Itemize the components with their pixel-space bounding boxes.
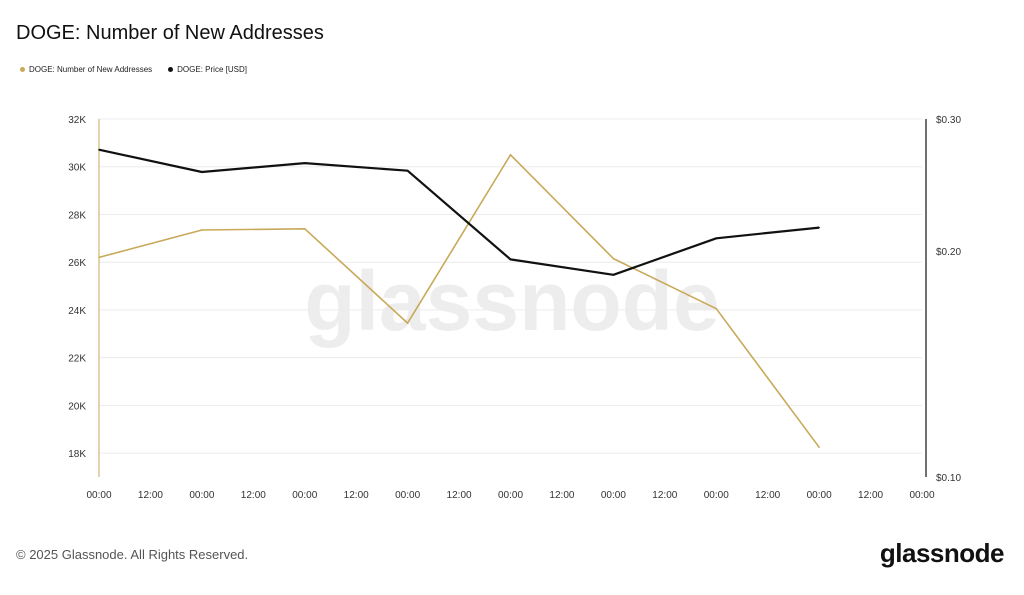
series-line-price bbox=[98, 148, 820, 276]
left-axis-tick: 24K bbox=[68, 306, 86, 317]
left-axis-tick: 20K bbox=[68, 401, 86, 412]
x-axis-tick: 00:00 bbox=[86, 490, 111, 501]
data-point-new-addresses bbox=[818, 446, 820, 448]
x-axis-tick: 12:00 bbox=[344, 490, 369, 501]
legend-swatch-price bbox=[168, 67, 174, 72]
data-point-price bbox=[406, 169, 409, 172]
data-point-price bbox=[509, 258, 512, 261]
x-axis-tick: 00:00 bbox=[395, 490, 420, 501]
left-axis-tick: 30K bbox=[68, 163, 86, 174]
data-point-price bbox=[612, 273, 615, 276]
watermark: glassnode bbox=[304, 254, 719, 348]
left-axis-tick: 22K bbox=[68, 354, 86, 365]
left-axis-tick: 26K bbox=[68, 258, 86, 269]
legend-label-price: DOGE: Price [USD] bbox=[177, 65, 247, 74]
x-axis-tick: 00:00 bbox=[292, 490, 317, 501]
x-axis-tick: 00:00 bbox=[807, 490, 832, 501]
data-point-new-addresses bbox=[715, 307, 718, 310]
chart-title: DOGE: Number of New Addresses bbox=[16, 22, 324, 44]
data-point-price bbox=[201, 171, 203, 173]
x-axis-tick: 12:00 bbox=[549, 490, 574, 501]
series-line-new-addresses bbox=[98, 154, 820, 448]
data-point-price bbox=[98, 148, 100, 151]
legend: DOGE: Number of New Addresses DOGE: Pric… bbox=[20, 65, 247, 74]
data-point-price bbox=[818, 226, 820, 229]
brand-logo: glassnode bbox=[879, 538, 1005, 568]
x-axis-tick: 00:00 bbox=[704, 490, 729, 501]
x-axis-tick: 00:00 bbox=[189, 490, 214, 501]
data-point-new-addresses bbox=[303, 227, 306, 230]
legend-item-new-addresses[interactable]: DOGE: Number of New Addresses bbox=[20, 65, 152, 74]
data-point-new-addresses bbox=[98, 256, 100, 259]
right-axis-tick: $0.30 bbox=[936, 115, 961, 126]
data-point-new-addresses bbox=[201, 229, 203, 231]
right-axis-tick: $0.10 bbox=[936, 473, 961, 484]
left-axis-tick: 28K bbox=[68, 210, 86, 221]
x-axis-tick: 00:00 bbox=[909, 490, 934, 501]
x-axis-tick: 12:00 bbox=[241, 490, 266, 501]
copyright-text: © 2025 Glassnode. All Rights Reserved. bbox=[16, 547, 249, 562]
x-axis-tick: 12:00 bbox=[858, 490, 883, 501]
data-point-price bbox=[715, 237, 718, 240]
data-point-new-addresses bbox=[406, 322, 409, 324]
legend-swatch-new-addresses bbox=[20, 67, 25, 72]
x-axis-tick: 00:00 bbox=[498, 490, 523, 501]
x-axis-tick: 12:00 bbox=[138, 490, 163, 501]
data-point-new-addresses bbox=[509, 154, 512, 156]
legend-label-new-addresses: DOGE: Number of New Addresses bbox=[29, 65, 153, 74]
x-axis-tick: 12:00 bbox=[447, 490, 472, 501]
data-point-price bbox=[303, 162, 306, 164]
x-axis-tick: 00:00 bbox=[601, 490, 626, 501]
x-axis-tick: 12:00 bbox=[652, 490, 677, 501]
x-axis-tick: 12:00 bbox=[755, 490, 780, 501]
data-point-new-addresses bbox=[612, 257, 615, 260]
left-axis-tick: 32K bbox=[68, 115, 86, 126]
legend-item-price[interactable]: DOGE: Price [USD] bbox=[168, 65, 247, 74]
left-axis-tick: 18K bbox=[68, 449, 86, 460]
right-axis-tick: $0.20 bbox=[936, 247, 961, 258]
